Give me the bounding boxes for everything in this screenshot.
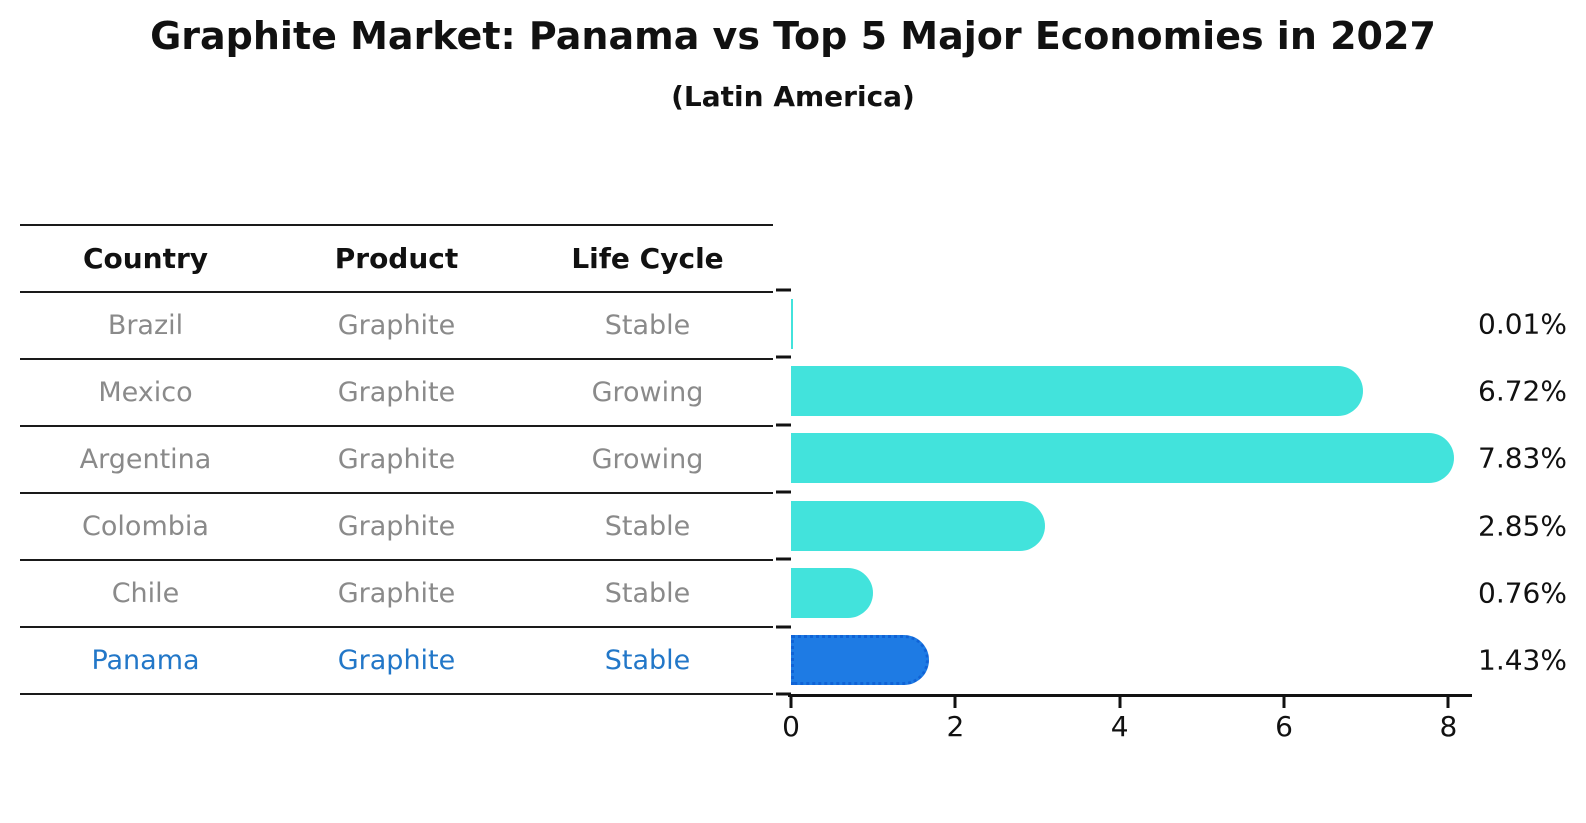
x-axis-tick-label: 6 (1275, 710, 1293, 743)
chart-title: Graphite Market: Panama vs Top 5 Major E… (150, 14, 1436, 58)
y-axis-tick (776, 625, 791, 629)
table-cell-country: Panama (91, 645, 200, 676)
y-axis-tick (776, 490, 791, 494)
bar-argentina (791, 433, 1455, 484)
x-axis-tick (1446, 697, 1450, 708)
table-cell-product: Graphite (337, 310, 456, 341)
bar-value-label-mexico: 6.72% (1478, 374, 1567, 408)
bar-plot: 0 2 4 6 8 (776, 288, 1472, 743)
y-axis-tick (776, 423, 791, 427)
bar-value-label-chile: 0.76% (1478, 576, 1567, 610)
table-cell-country: Mexico (98, 377, 193, 408)
table-row: Argentina Graphite Growing (20, 427, 773, 494)
table-cell-life-cycle: Growing (591, 444, 704, 475)
y-axis-tick (776, 557, 791, 561)
table-row: Colombia Graphite Stable (20, 494, 773, 561)
x-axis-line (788, 694, 1472, 697)
x-axis-tick-label: 8 (1439, 710, 1458, 743)
table-cell-country: Brazil (107, 310, 184, 341)
x-axis-tick (1282, 697, 1286, 708)
bar-chile (791, 568, 874, 618)
y-axis-tick (776, 355, 791, 359)
bar-value-label-colombia: 2.85% (1478, 509, 1567, 543)
country-table: Country Product Life Cycle Brazil Graphi… (20, 224, 773, 695)
table-cell-product: Graphite (337, 377, 456, 408)
table-cell-life-cycle: Growing (591, 377, 704, 408)
x-axis-tick (1118, 697, 1122, 708)
table-row: Brazil Graphite Stable (20, 293, 773, 360)
table-body: Brazil Graphite Stable Mexico Graphite G… (20, 293, 773, 695)
x-axis-tick-label: 2 (946, 710, 965, 743)
bar-value-label-argentina: 7.83% (1478, 441, 1567, 475)
table-cell-country: Argentina (79, 444, 212, 475)
table-row: Chile Graphite Stable (20, 561, 773, 628)
x-axis-tick-label: 0 (782, 710, 800, 743)
table-header-country: Country (82, 242, 209, 275)
table-header-row: Country Product Life Cycle (20, 226, 773, 293)
table-cell-life-cycle: Stable (604, 310, 691, 341)
bar-brazil (791, 298, 793, 349)
table-cell-country: Chile (111, 578, 180, 609)
x-axis-tick (953, 697, 957, 708)
table-row: Mexico Graphite Growing (20, 360, 773, 427)
x-axis-tick (789, 697, 793, 708)
table-row: Panama Graphite Stable (20, 628, 773, 695)
table-cell-life-cycle: Stable (604, 645, 691, 676)
bar-mexico (791, 366, 1364, 416)
table-header-product: Product (334, 242, 459, 275)
bar-colombia (791, 500, 1046, 551)
table-cell-product: Graphite (337, 444, 456, 475)
chart-subtitle: (Latin America) (671, 80, 915, 113)
table-header-life-cycle: Life Cycle (571, 242, 724, 275)
y-axis-tick (776, 692, 791, 696)
table-cell-country: Colombia (82, 511, 209, 542)
table-cell-product: Graphite (337, 645, 456, 676)
table-cell-product: Graphite (337, 511, 456, 542)
bar-value-label-brazil: 0.01% (1478, 307, 1567, 341)
table-cell-life-cycle: Stable (604, 511, 691, 542)
x-axis-tick-label: 4 (1110, 710, 1129, 743)
table-cell-life-cycle: Stable (604, 578, 691, 609)
y-axis-tick (776, 288, 791, 292)
bar-value-label-panama: 1.43% (1478, 643, 1567, 677)
table-cell-product: Graphite (337, 578, 456, 609)
bar-panama (791, 635, 929, 686)
